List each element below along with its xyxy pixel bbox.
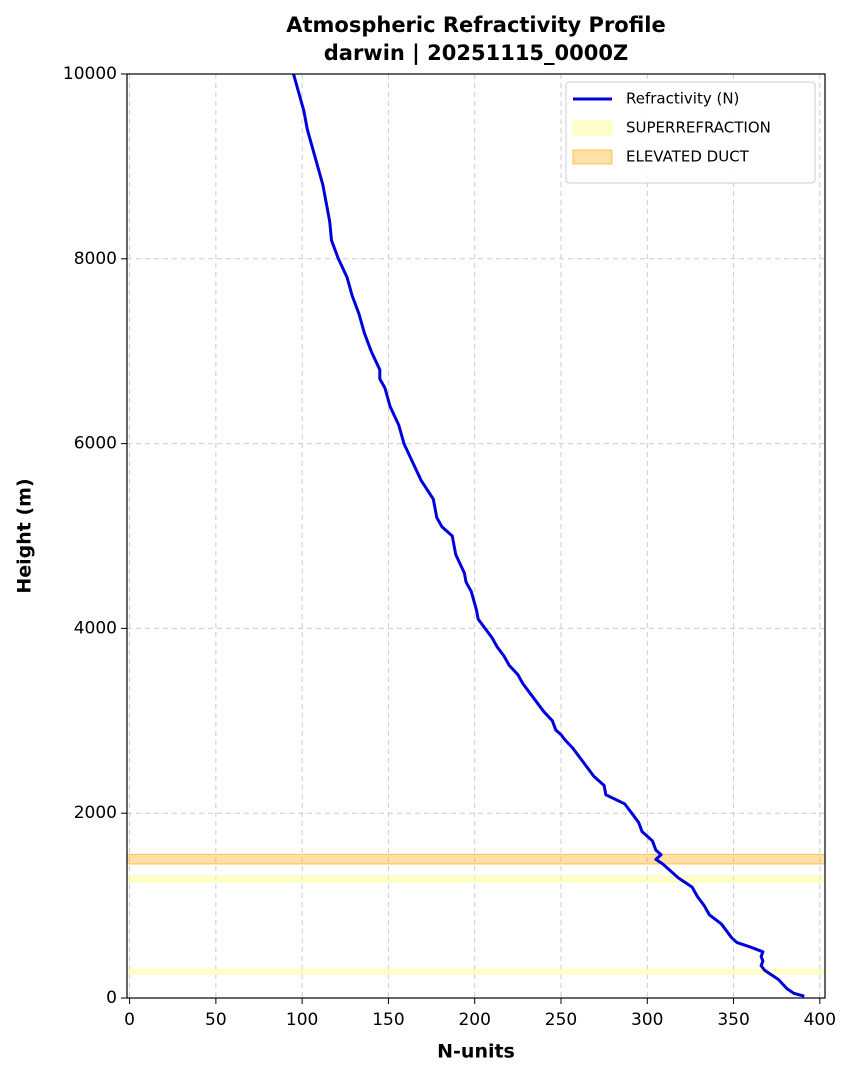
data-line	[292, 73, 805, 998]
legend-swatch	[572, 149, 613, 165]
band	[126, 853, 826, 865]
y-axis-label: Height (m)	[14, 478, 36, 593]
y-tick-label: 0	[106, 988, 117, 1008]
y-tick-label: 10000	[63, 64, 117, 84]
x-tick-label: 400	[804, 1010, 836, 1030]
plot-frame	[126, 73, 826, 999]
chart-subtitle: darwin | 20251115_0000Z	[324, 41, 628, 66]
legend-swatch	[572, 120, 613, 136]
y-tick-label: 8000	[74, 249, 117, 269]
y-tick-label: 2000	[74, 803, 117, 823]
legend-label: SUPERREFRACTION	[626, 119, 771, 137]
band	[126, 968, 826, 975]
x-tick-label: 200	[458, 1010, 490, 1030]
x-axis-label: N-units	[437, 1041, 515, 1063]
x-tick-label: 150	[372, 1010, 404, 1030]
x-tick-label: 350	[717, 1010, 749, 1030]
x-tick-label: 250	[545, 1010, 577, 1030]
x-tick-label: 50	[205, 1010, 227, 1030]
legend-box	[565, 81, 816, 184]
chart-title: Atmospheric Refractivity Profile	[286, 13, 666, 37]
legend-label: ELEVATED DUCT	[626, 148, 750, 166]
x-tick-label: 300	[631, 1010, 663, 1030]
y-tick-label: 6000	[74, 434, 117, 454]
x-tick-label: 100	[286, 1010, 318, 1030]
x-tick-label: 0	[124, 1010, 135, 1030]
band	[126, 875, 826, 883]
legend-label: Refractivity (N)	[626, 90, 739, 108]
y-tick-label: 4000	[74, 618, 117, 638]
